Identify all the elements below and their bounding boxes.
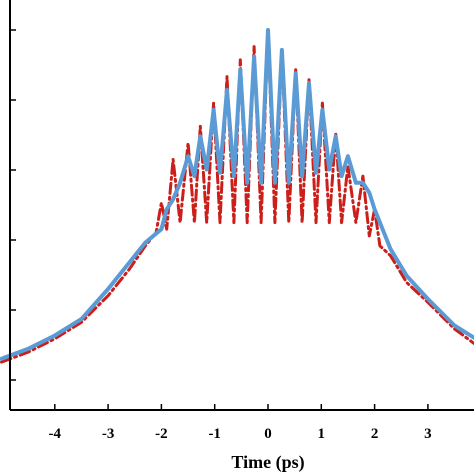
- x-tick-label: -3: [102, 426, 115, 442]
- plot-area: [10, 0, 474, 410]
- series-line-2: [0, 28, 474, 361]
- series-layer: [0, 28, 474, 364]
- x-axis-title: Time (ps): [231, 452, 304, 473]
- x-tick-label: -1: [208, 426, 221, 442]
- x-tick-label: -4: [49, 426, 62, 442]
- tick-layer: -4 -3 -2 -1 0 1 2 3: [10, 29, 432, 442]
- x-tick-label: 1: [318, 426, 326, 442]
- x-tick-label: 2: [371, 426, 379, 442]
- x-tick-label: 3: [424, 426, 432, 442]
- x-tick-label: -2: [155, 426, 168, 442]
- x-tick-label: 0: [264, 426, 272, 442]
